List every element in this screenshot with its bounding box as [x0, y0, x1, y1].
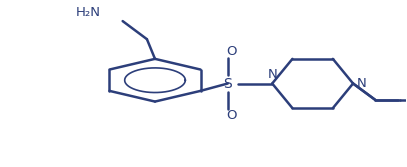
Text: N: N: [357, 77, 367, 90]
Text: S: S: [223, 76, 232, 91]
Text: O: O: [227, 109, 237, 122]
Text: O: O: [227, 45, 237, 58]
Text: H₂N: H₂N: [75, 7, 101, 19]
Text: N: N: [267, 68, 277, 81]
